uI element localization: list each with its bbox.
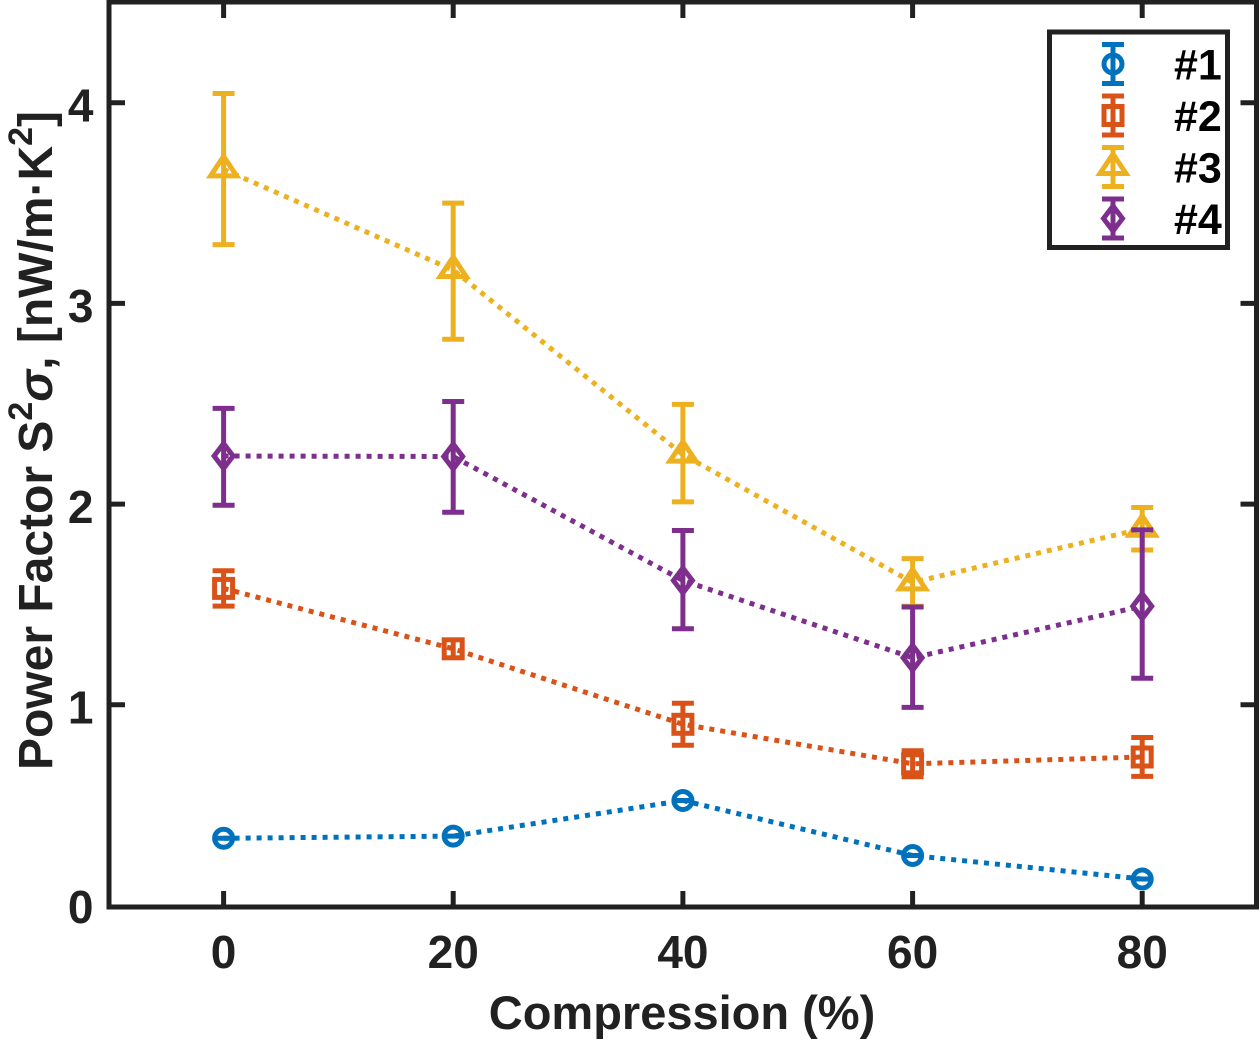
svg-text:#1: #1 — [1174, 42, 1222, 90]
svg-text:1: 1 — [68, 682, 94, 734]
svg-text:0: 0 — [211, 926, 237, 978]
svg-text:#2: #2 — [1174, 93, 1222, 141]
svg-text:40: 40 — [657, 926, 708, 978]
svg-text:#3: #3 — [1174, 145, 1222, 193]
svg-text:0: 0 — [68, 881, 94, 933]
svg-text:20: 20 — [428, 926, 479, 978]
svg-text:2: 2 — [68, 481, 94, 533]
svg-text:60: 60 — [887, 926, 938, 978]
svg-text:Power Factor S2σ, [nW/m·K2]: Power Factor S2σ, [nW/m·K2] — [2, 111, 63, 770]
svg-text:#4: #4 — [1174, 196, 1222, 244]
svg-text:Compression (%): Compression (%) — [489, 986, 876, 1039]
svg-text:4: 4 — [68, 79, 94, 131]
svg-text:3: 3 — [68, 280, 94, 332]
svg-text:80: 80 — [1117, 926, 1168, 978]
